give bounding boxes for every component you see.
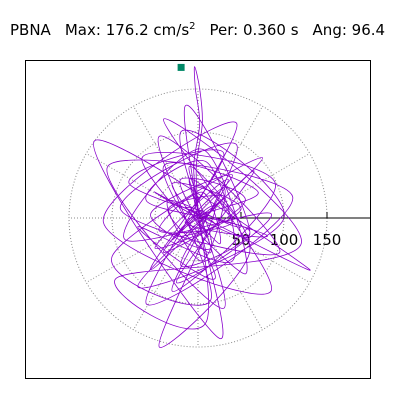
trace-series-0 (93, 104, 311, 348)
angle-label: Ang: (312, 21, 347, 39)
plot-frame (25, 60, 371, 379)
max-unit-exponent: 2 (189, 21, 196, 32)
grid-spoke-300 (197, 217, 263, 330)
max-unit: cm/s (153, 21, 190, 39)
marker-group (177, 63, 185, 71)
period-value: 0.360 s (243, 21, 299, 39)
chart-title: PBNA Max: 176.2 cm/s2 Per: 0.360 s Ang: 96.… (10, 20, 385, 40)
trace-group (93, 66, 311, 348)
trace-series-1 (193, 66, 203, 210)
max-value: 176.2 (105, 21, 149, 39)
max-label: Max: (64, 21, 101, 39)
grid-spoke-60 (197, 106, 263, 219)
angle-value: 96.4 (351, 21, 386, 39)
grid-spoke-30 (197, 153, 310, 219)
station-label: PBNA (10, 21, 51, 39)
radial-tick-label-150: 150 (313, 231, 342, 249)
max-marker (177, 63, 185, 71)
period-label: Per: (209, 21, 239, 39)
radial-tick-label-100: 100 (270, 231, 299, 249)
